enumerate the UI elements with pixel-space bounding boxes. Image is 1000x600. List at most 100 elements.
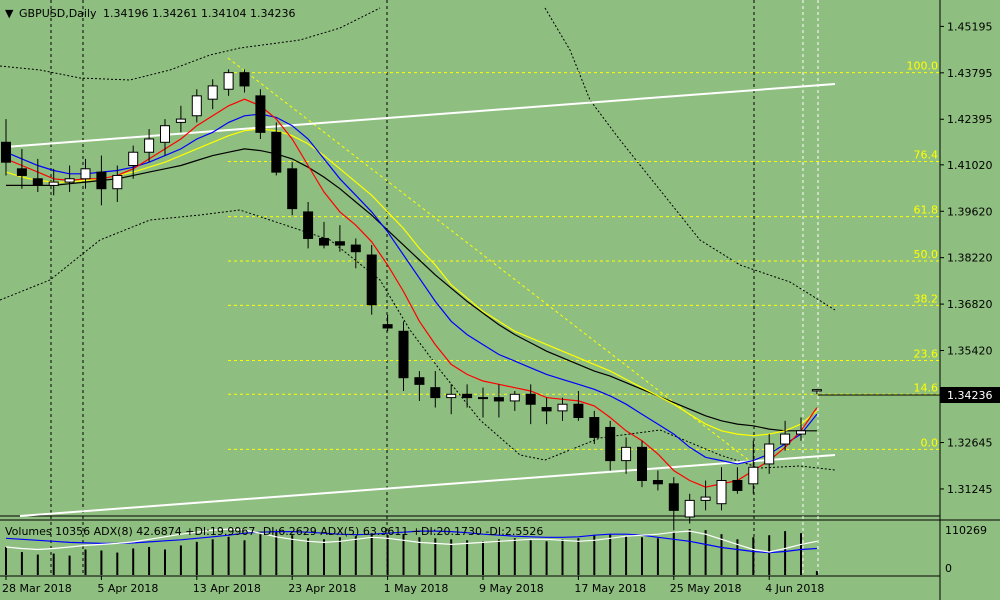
- fib-level-label: 14.6: [914, 381, 939, 394]
- bear-candle-body: [525, 393, 536, 405]
- price-axis-label: 1.36820: [947, 298, 993, 311]
- bull-candle-body: [128, 151, 139, 167]
- price-axis-label: 1.32645: [947, 437, 993, 450]
- date-axis-label: 28 Mar 2018: [2, 582, 72, 595]
- candle: [668, 477, 679, 531]
- fib-level-label: 50.0: [914, 248, 939, 261]
- fib-level-label: 38.2: [914, 292, 939, 305]
- price-axis-label: 1.35420: [947, 345, 993, 358]
- bull-candle-body: [80, 168, 91, 180]
- bull-candle-body: [144, 138, 155, 153]
- open-value: 1.34196: [103, 7, 149, 20]
- bear-candle-body: [96, 171, 107, 190]
- price-axis-label: 1.31245: [947, 483, 993, 496]
- candle: [637, 440, 647, 488]
- bear-candle-body: [414, 377, 425, 385]
- ma-long-line: [6, 148, 817, 432]
- candle: [160, 119, 170, 156]
- bear-candle-body: [255, 95, 266, 133]
- indicator-header: Volumes 10356 ADX(8) 42.6874 +DI:19.9967…: [5, 525, 543, 538]
- adx-lines: [5, 528, 818, 554]
- bear-candle-body: [382, 324, 393, 329]
- bear-candle-body: [16, 168, 27, 176]
- upper-trendline[interactable]: [4, 83, 836, 148]
- menu-arrow-icon[interactable]: ▼: [5, 7, 14, 20]
- bull-candle-body: [684, 499, 695, 518]
- candle: [446, 384, 457, 415]
- candle: [796, 417, 806, 441]
- date-axis-label: 1 May 2018: [384, 582, 449, 595]
- candle: [478, 387, 488, 418]
- candle: [271, 122, 282, 176]
- candle: [1, 119, 11, 176]
- candle: [716, 467, 727, 511]
- candle: [175, 105, 186, 133]
- candle: [621, 437, 632, 474]
- candle: [573, 390, 584, 421]
- moving-averages: [5, 98, 818, 488]
- bear-candle-body: [462, 393, 473, 399]
- bear-candle-body: [334, 241, 345, 246]
- candle: [652, 470, 663, 491]
- upper-band-right: [544, 7, 836, 311]
- candle: [207, 79, 218, 110]
- candle: [748, 440, 759, 494]
- candle: [319, 221, 329, 249]
- candle: [32, 158, 43, 193]
- price-axis-label: 1.39620: [947, 205, 993, 218]
- volume-axis-zero: 0: [945, 562, 952, 575]
- chart-header: ▼ GBPUSD,Daily 1.34196 1.34261 1.34104 1…: [5, 7, 296, 20]
- bear-candle-body: [589, 417, 600, 438]
- bear-candle-body: [493, 397, 504, 402]
- candle: [414, 371, 425, 401]
- price-axis-label: 1.45195: [947, 20, 993, 33]
- candle: [430, 371, 441, 408]
- date-axis-label: 17 May 2018: [574, 582, 646, 595]
- bull-candle-body: [764, 443, 775, 465]
- bear-candle-body: [732, 480, 743, 491]
- price-tag-text: 1.34236: [947, 389, 993, 402]
- bear-candle-body: [573, 403, 584, 419]
- current-price-tag: 1.34236: [940, 387, 1000, 403]
- lower-trendline[interactable]: [19, 454, 836, 517]
- date-axis: 28 Mar 2018 5 Apr 2018 13 Apr 2018 23 Apr 2…: [2, 576, 824, 595]
- bull-candle-body: [478, 397, 488, 400]
- candle: [462, 384, 473, 408]
- date-axis-label: 25 May 2018: [670, 582, 742, 595]
- bull-candle-body: [780, 433, 791, 445]
- price-axis-label: 1.38220: [947, 252, 993, 265]
- candles: [1, 69, 822, 531]
- date-axis-label: 23 Apr 2018: [288, 582, 356, 595]
- bull-candle-body: [700, 496, 711, 501]
- bull-candle-body: [112, 174, 123, 190]
- bull-candle-body: [796, 430, 806, 435]
- bear-candle-body: [1, 141, 11, 163]
- bear-candle-body: [32, 178, 43, 186]
- candle: [525, 384, 536, 425]
- bear-candle-body: [287, 168, 298, 210]
- bear-candle-body: [303, 211, 314, 239]
- candle: [287, 162, 298, 216]
- close-value: 1.34236: [250, 7, 296, 20]
- bear-candle-body: [637, 446, 647, 481]
- candle: [493, 384, 504, 418]
- ma-slow-line: [5, 128, 818, 437]
- lower-band: [0, 209, 836, 471]
- candle: [780, 420, 791, 451]
- bull-candle-body: [160, 125, 170, 143]
- candle: [239, 69, 250, 93]
- candle: [366, 245, 377, 315]
- candle: [191, 89, 202, 123]
- bull-candle-body: [191, 95, 202, 117]
- price-axis-label: 1.43795: [947, 67, 993, 80]
- bear-candle-body: [430, 387, 441, 399]
- candle: [700, 480, 711, 511]
- bear-candle-body: [239, 72, 250, 87]
- candle: [589, 410, 600, 445]
- candle: [128, 145, 139, 179]
- bull-candle-body: [446, 393, 457, 399]
- candle: [96, 155, 107, 206]
